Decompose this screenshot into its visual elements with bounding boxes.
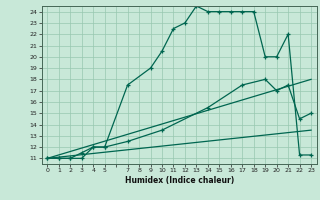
- X-axis label: Humidex (Indice chaleur): Humidex (Indice chaleur): [124, 176, 234, 185]
